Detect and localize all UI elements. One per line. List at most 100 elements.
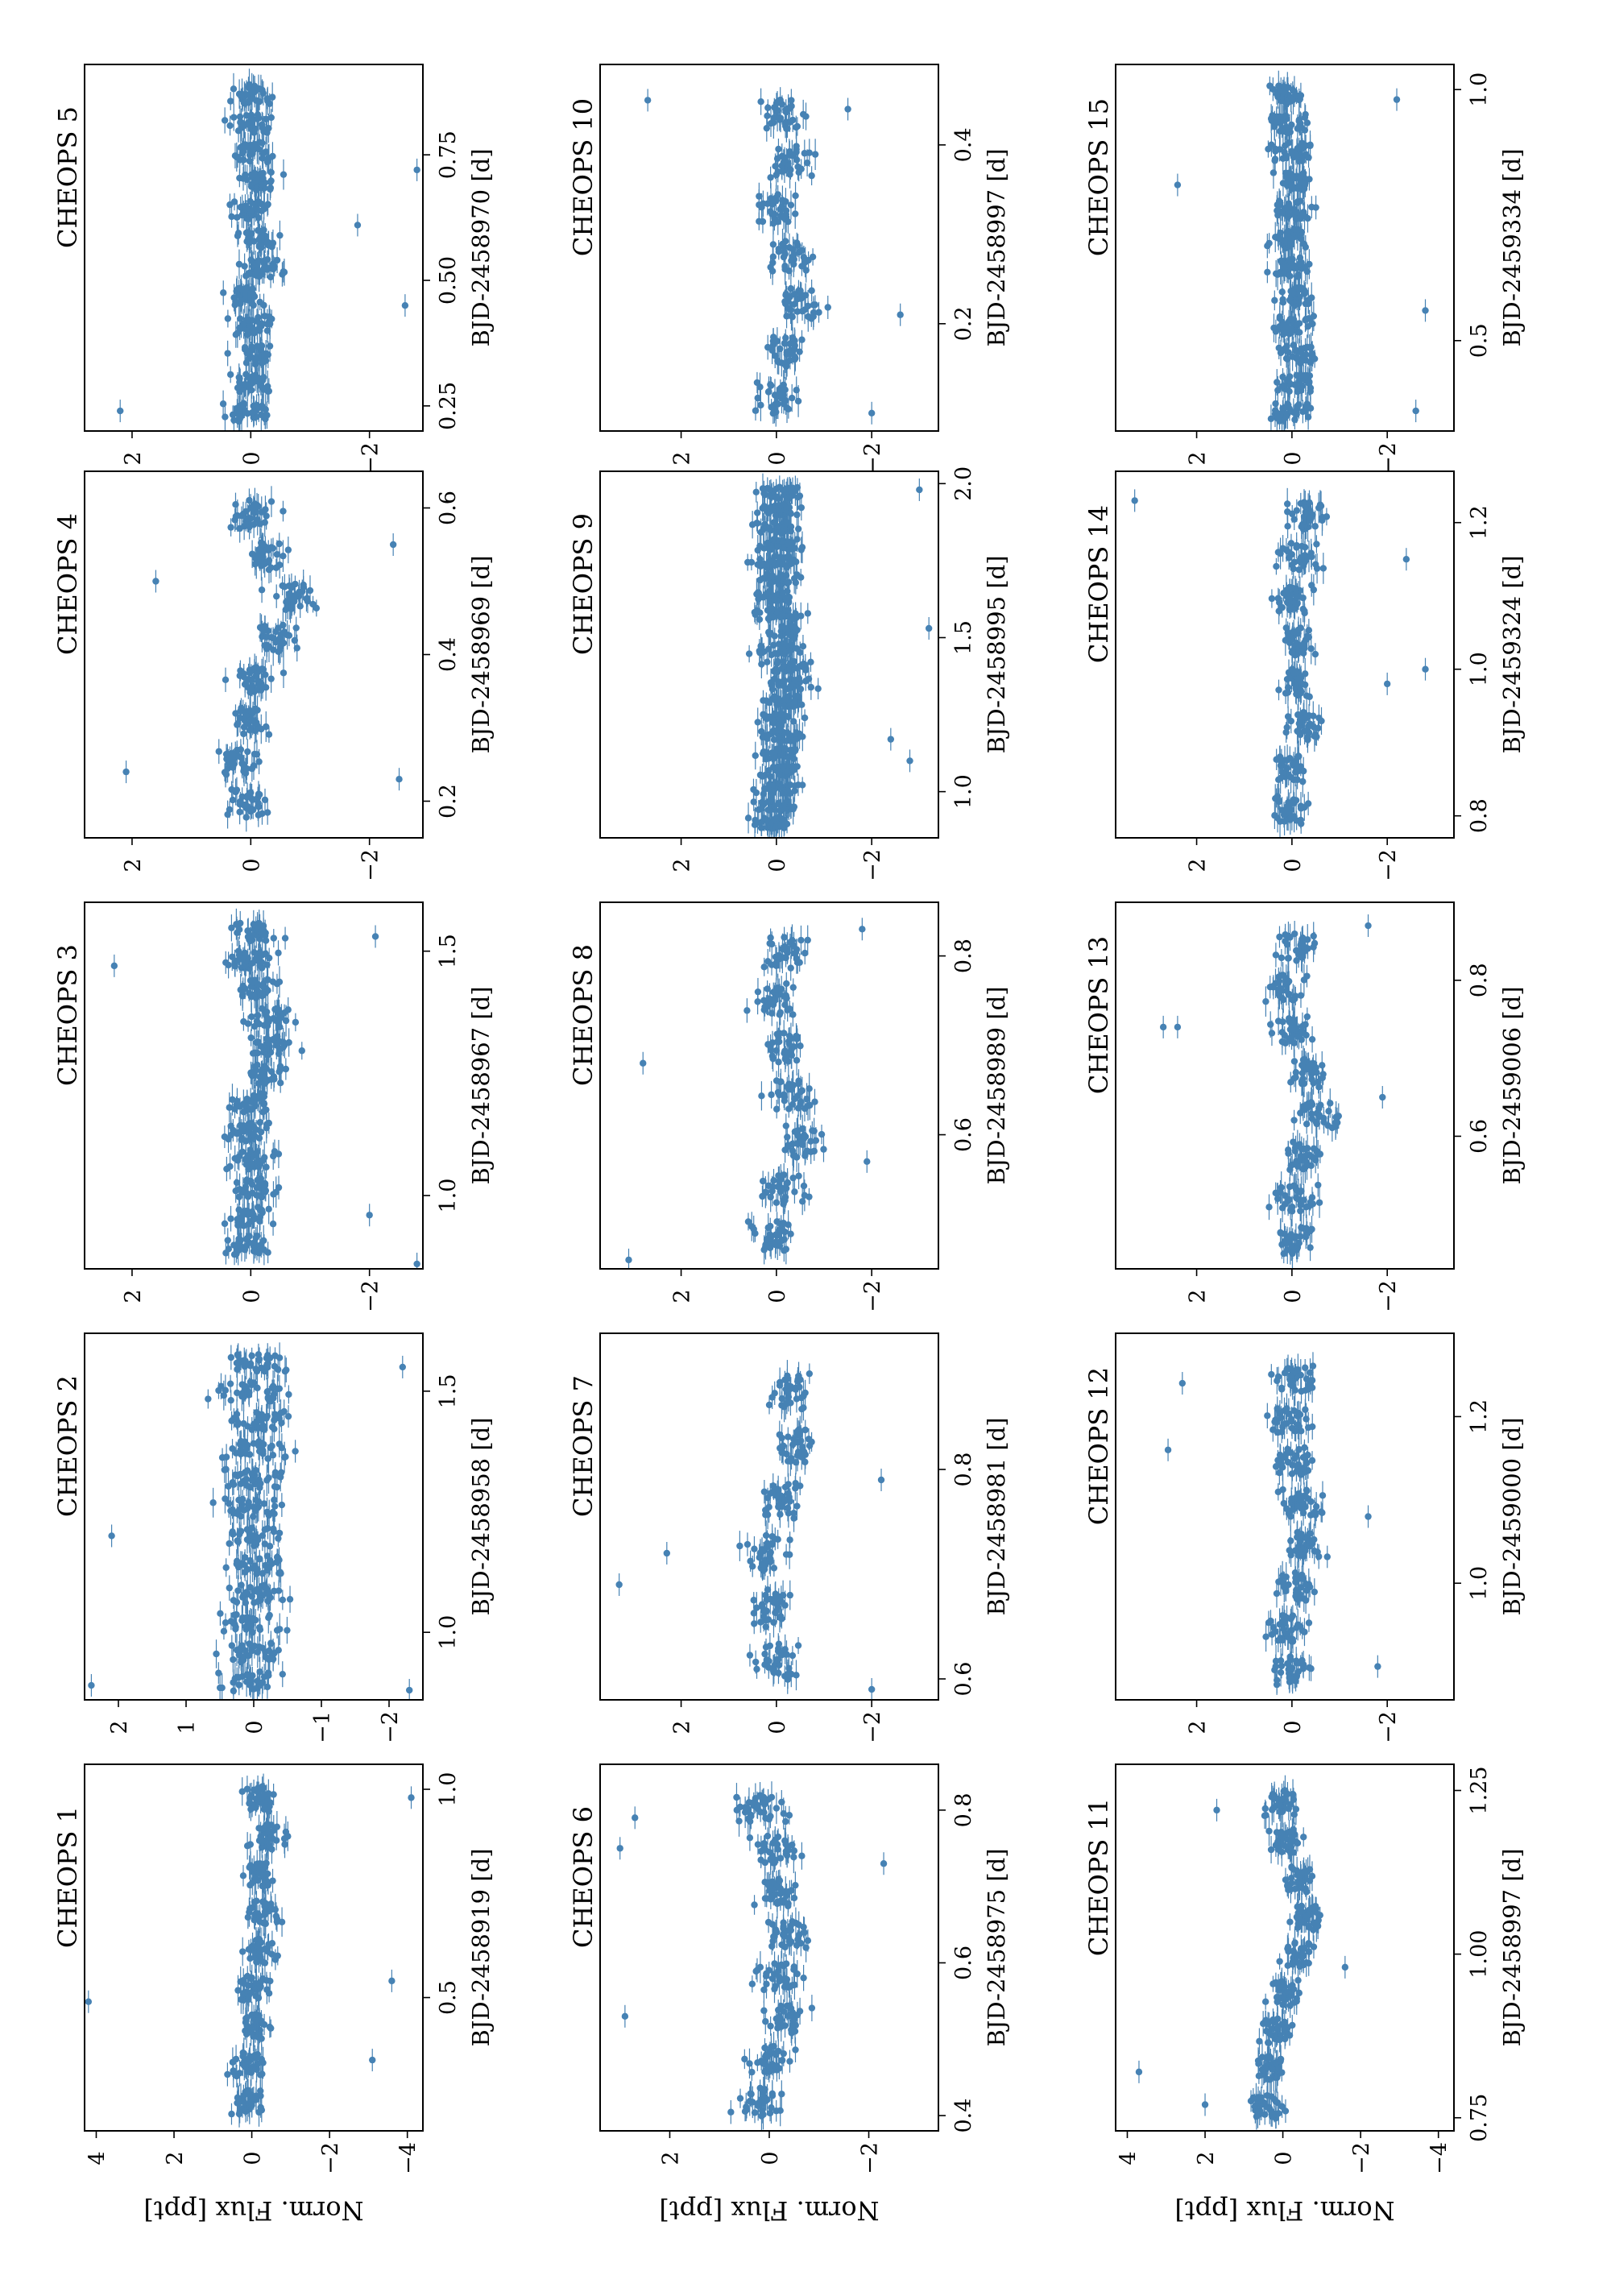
- data-point: [306, 586, 314, 595]
- data-point: [249, 1614, 257, 1623]
- data-point: [780, 1919, 787, 1926]
- data-point: [224, 315, 232, 322]
- data-point: [238, 1642, 246, 1649]
- data-point: [248, 1904, 256, 1912]
- y-tick-label: 0: [239, 1289, 264, 1303]
- data-point: [793, 1502, 801, 1510]
- data-point: [760, 1488, 768, 1495]
- data-point: [241, 1357, 248, 1364]
- data-point: [273, 256, 281, 264]
- data-point: [260, 1237, 267, 1245]
- data-point: [762, 1188, 769, 1196]
- data-point: [256, 1668, 263, 1676]
- axes-frame: [84, 1763, 424, 2132]
- data-point: [782, 1122, 790, 1129]
- panel-cheops-7: 0.6 0.8 BJD-2458981 [d] 2 0 −2 CHEOPS 7: [568, 1332, 1010, 1743]
- data-point: [267, 675, 275, 682]
- data-point: [246, 81, 253, 89]
- data-series: [88, 1342, 413, 1700]
- data-point: [260, 1090, 267, 1097]
- data-point: [285, 632, 293, 640]
- x-axis-label: BJD-2458970 [d]: [467, 148, 495, 346]
- data-point: [292, 1448, 299, 1455]
- data-point-outlier: [868, 1685, 876, 1693]
- data-point: [298, 1047, 305, 1055]
- data-point: [263, 255, 271, 263]
- x-axis-label: BJD-2458981 [d]: [983, 1417, 1010, 1615]
- data-point: [278, 1501, 286, 1509]
- data-point: [777, 2002, 785, 2010]
- data-point: [273, 550, 281, 558]
- x-tick-label: 0.2: [436, 784, 461, 819]
- data-point: [261, 623, 268, 630]
- data-point: [255, 1351, 263, 1358]
- data-point: [758, 1092, 765, 1100]
- data-point: [268, 93, 276, 101]
- data-point: [777, 2107, 784, 2115]
- data-point: [257, 2103, 264, 2112]
- data-point: [262, 350, 270, 358]
- data-point: [243, 1176, 251, 1183]
- panel-title: CHEOPS 5: [52, 106, 83, 248]
- data-point: [759, 1177, 767, 1185]
- data-point: [798, 1852, 806, 1859]
- data-point-outlier: [413, 1260, 420, 1268]
- data-point: [228, 213, 235, 221]
- data-point: [791, 1981, 798, 1989]
- data-point: [229, 953, 236, 960]
- data-point: [784, 1179, 791, 1187]
- panel-cheops-1: 0.5 1.0 BJD-2458919 [d] 4 2 0 −2 −4 CHEOPS 1 Norm…: [52, 1763, 495, 2226]
- data-point: [222, 676, 230, 684]
- data-point: [237, 1527, 245, 1535]
- data-point: [780, 1442, 787, 1449]
- data-point: [782, 1888, 789, 1895]
- data-point: [803, 1095, 810, 1103]
- data-point: [774, 1088, 782, 1096]
- data-point: [259, 1783, 266, 1790]
- data-point: [775, 1875, 782, 1883]
- data-point: [770, 1177, 777, 1184]
- data-point: [241, 263, 248, 270]
- data-point: [256, 948, 263, 956]
- y-tick-label: 0: [758, 2151, 783, 2165]
- x-tick-label: 0.8: [951, 1792, 976, 1827]
- x-tick-label: 1.0: [436, 1615, 461, 1650]
- data-point-outlier: [122, 768, 130, 776]
- data-point-outlier: [399, 1363, 406, 1371]
- data-point: [801, 1389, 809, 1397]
- data-point: [797, 1437, 805, 1444]
- data-point: [246, 1862, 255, 1869]
- data-point: [247, 256, 255, 263]
- data-point: [259, 169, 267, 177]
- data-point: [261, 1581, 268, 1589]
- data-point: [238, 90, 246, 98]
- data-point: [230, 1597, 238, 1604]
- data-point: [769, 1482, 777, 1490]
- data-point-outlier: [408, 1794, 415, 1801]
- data-point: [777, 1961, 785, 1969]
- data-point: [794, 1642, 802, 1649]
- data-point: [226, 1163, 234, 1171]
- data-point: [766, 1642, 774, 1650]
- data-point: [242, 1589, 251, 1596]
- data-point: [789, 1652, 797, 1660]
- data-point: [736, 1803, 744, 1811]
- data-point: [792, 2046, 799, 2054]
- data-point: [772, 1590, 779, 1598]
- data-point: [789, 1917, 796, 1925]
- data-point: [260, 1500, 268, 1507]
- data-point: [765, 1967, 772, 1974]
- data-point: [795, 1172, 802, 1179]
- data-point: [261, 796, 269, 804]
- data-point: [778, 1798, 785, 1806]
- data-point: [250, 1092, 258, 1099]
- data-point: [785, 1664, 793, 1672]
- data-point: [242, 508, 250, 516]
- data-point: [230, 1241, 238, 1249]
- data-point: [240, 1419, 247, 1428]
- data-point: [263, 1683, 271, 1691]
- data-point: [727, 2108, 735, 2116]
- data-point: [213, 1650, 220, 1658]
- data-point: [220, 289, 227, 296]
